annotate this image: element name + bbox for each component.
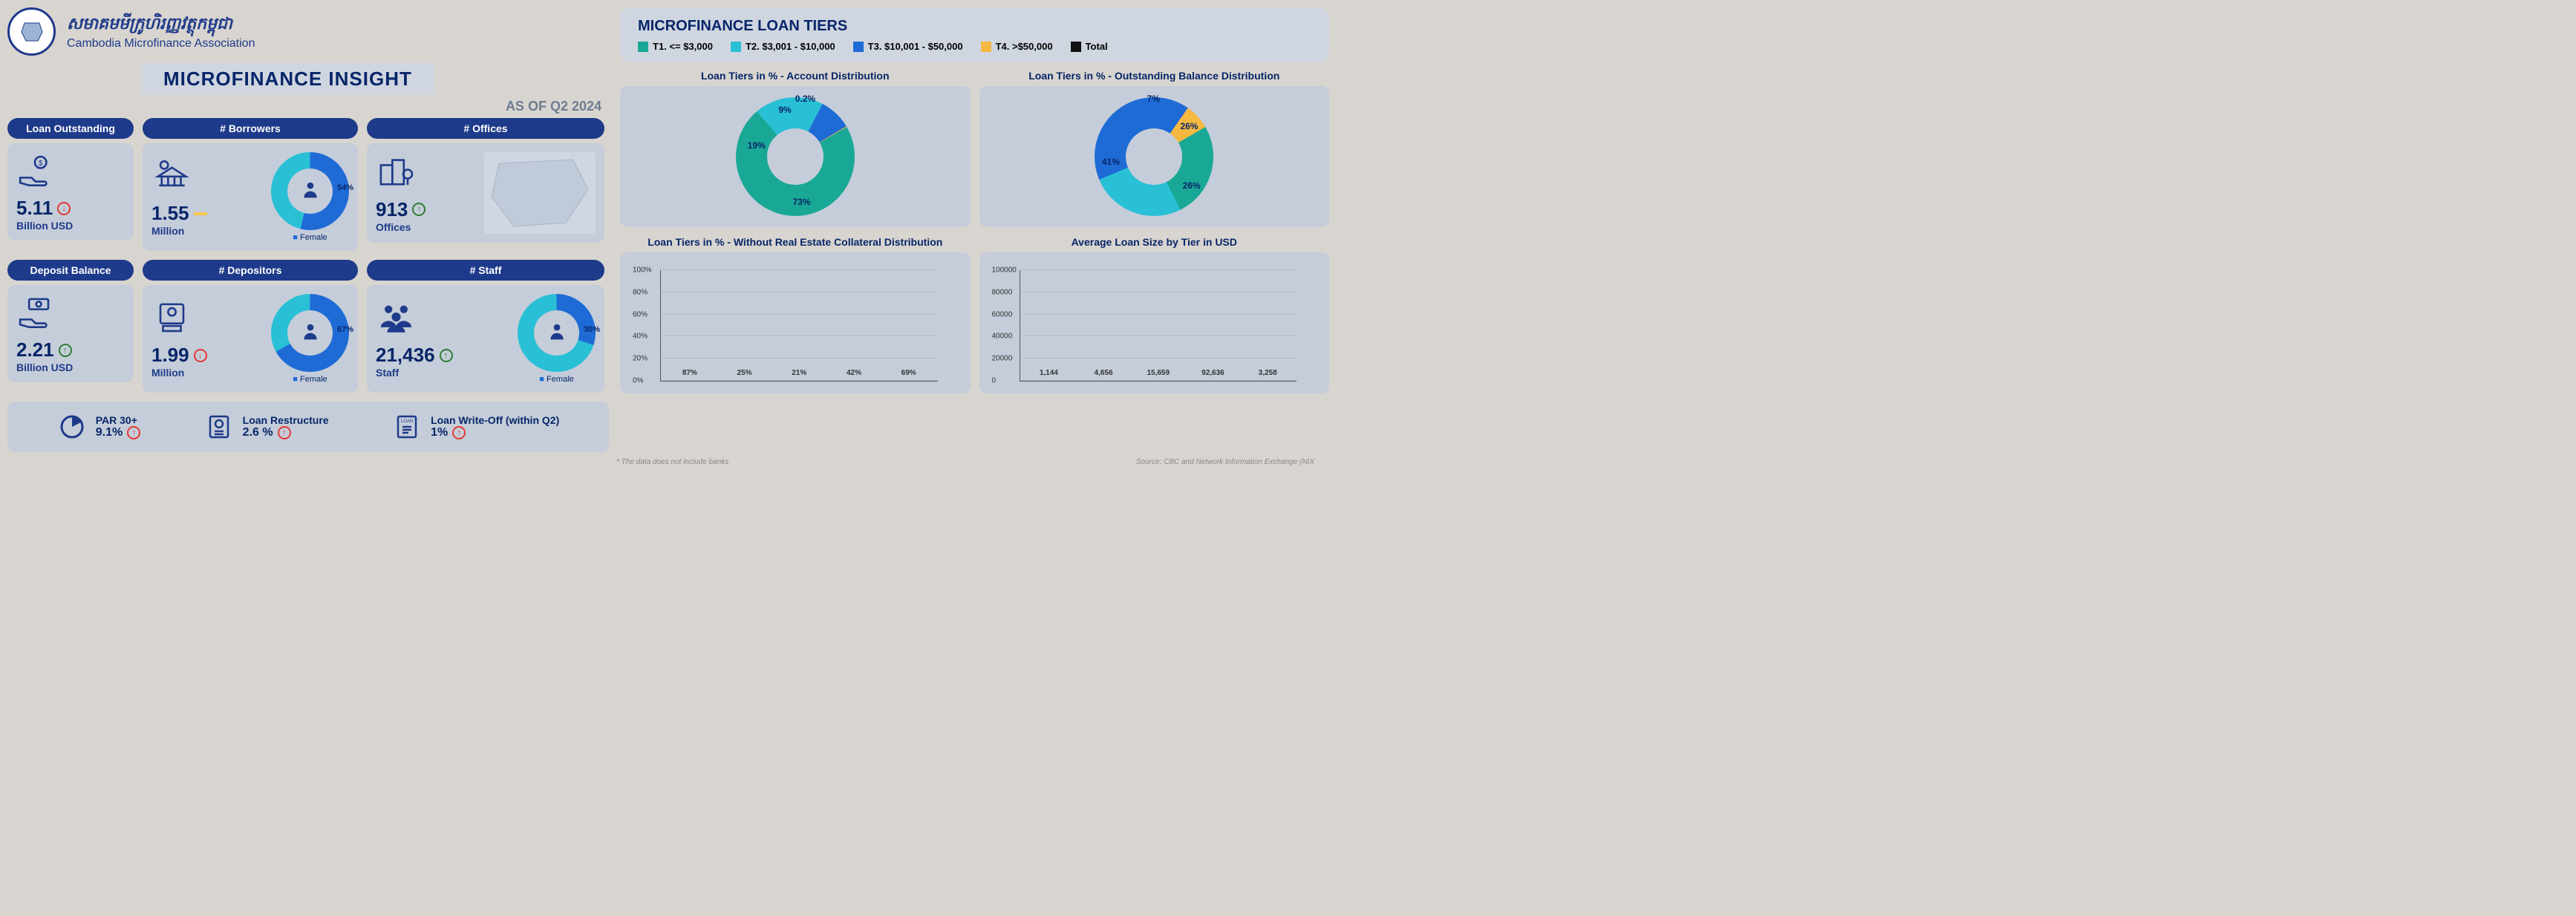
footer-source: Source: CBC and Network Information Exch… — [1136, 458, 1314, 466]
chart-avgsize: Average Loan Size by Tier in USD 0200004… — [979, 236, 1330, 393]
right-panel: MICROFINANCE LOAN TIERS T1. <= $3,000T2.… — [620, 7, 1329, 452]
chart-collateral: Loan Tiers in % - Without Real Estate Co… — [620, 236, 971, 393]
trend-up-icon: ↑ — [59, 344, 72, 357]
metrics-grid: Loan Outstanding $ 5.11 ↓ Billion USD # B… — [7, 118, 609, 393]
metric-deposit: Deposit Balance 2.21 ↑ Billion USD — [7, 260, 134, 393]
pie-icon — [57, 412, 87, 442]
metric-unit: Offices — [376, 221, 477, 233]
asof-label: AS OF Q2 2024 — [7, 99, 601, 114]
writeoff-item: LOAN Loan Write-Off (within Q2)1% ↑ — [392, 412, 559, 442]
metric-unit: Million — [151, 367, 264, 379]
header: សមាគមមីក្រូហិរញ្ញវត្ថុកម្ពុជា Cambodia M… — [7, 7, 609, 56]
par-item: PAR 30+9.1% ↑ — [57, 412, 140, 442]
metric-staff: # Staff 21,436 ↑ Staff 30% Female — [367, 260, 604, 393]
trend-up-icon: ↑ — [278, 426, 291, 439]
left-panel: សមាគមមីក្រូហិរញ្ញវត្ថុកម្ពុជា Cambodia M… — [7, 7, 609, 452]
org-eng: Cambodia Microfinance Association — [67, 37, 255, 50]
donut-staff-female: 30% — [518, 294, 596, 372]
trend-up-icon: ↑ — [452, 426, 466, 439]
label: Loan Write-Off (within Q2) — [431, 414, 559, 426]
metric-depositors: # Depositors 1.99 ↓ Million 67% Female — [143, 260, 358, 393]
trend-flat-icon — [194, 212, 207, 215]
footer: * The data does not include banks Source… — [7, 452, 1329, 466]
chart-title: Loan Tiers in % - Without Real Estate Co… — [620, 236, 971, 248]
metric-value: 1.55 — [151, 202, 189, 225]
page-title: MICROFINANCE INSIGHT — [141, 63, 434, 95]
tiers-legend: T1. <= $3,000T2. $3,001 - $10,000T3. $10… — [638, 41, 1311, 52]
metric-header: # Staff — [367, 260, 604, 281]
building-pin-icon — [376, 154, 477, 198]
metric-unit: Billion USD — [16, 220, 125, 232]
metric-loan-outstanding: Loan Outstanding $ 5.11 ↓ Billion USD — [7, 118, 134, 251]
hand-cash-icon — [16, 294, 125, 338]
label: PAR 30+ — [96, 414, 140, 426]
document-dollar-icon — [204, 412, 234, 442]
metric-value: 1.99 — [151, 344, 189, 367]
cambodia-map — [484, 152, 596, 234]
trend-up-icon: ↑ — [412, 203, 425, 216]
value: 1% — [431, 426, 448, 439]
trend-up-icon: ↑ — [127, 426, 140, 439]
donut-borrowers-female: 54% — [271, 152, 349, 230]
metric-unit: Million — [151, 225, 264, 237]
bottom-bar: PAR 30+9.1% ↑ Loan Restructure2.6 % ↑ LOAN… — [7, 402, 609, 452]
metric-value: 913 — [376, 198, 408, 221]
loan-doc-icon: LOAN — [392, 412, 422, 442]
atm-icon — [151, 299, 264, 344]
label: Loan Restructure — [243, 414, 329, 426]
svg-text:LOAN: LOAN — [401, 419, 413, 424]
trend-down-icon: ↓ — [194, 349, 207, 362]
svg-text:$: $ — [39, 160, 43, 168]
value: 9.1% — [96, 426, 123, 439]
bank-hand-icon — [151, 157, 264, 202]
metric-unit: Staff — [376, 367, 510, 379]
org-khmer: សមាគមមីក្រូហិរញ្ញវត្ថុកម្ពុជា — [67, 13, 255, 37]
female-legend: Female — [271, 233, 349, 242]
chart-balance-dist: Loan Tiers in % - Outstanding Balance Di… — [979, 70, 1330, 227]
trend-down-icon: ↓ — [57, 202, 71, 215]
chart-title: Loan Tiers in % - Outstanding Balance Di… — [979, 70, 1330, 82]
metric-value: 21,436 — [376, 344, 435, 367]
logo — [7, 7, 56, 56]
org-title: សមាគមមីក្រូហិរញ្ញវត្ថុកម្ពុជា Cambodia M… — [67, 13, 255, 50]
metric-header: # Offices — [367, 118, 604, 139]
metric-header: Loan Outstanding — [7, 118, 134, 139]
people-group-icon — [376, 299, 510, 344]
metric-unit: Billion USD — [16, 362, 125, 373]
trend-up-icon: ↑ — [440, 349, 453, 362]
tiers-header: MICROFINANCE LOAN TIERS T1. <= $3,000T2.… — [620, 7, 1329, 62]
footer-note: * The data does not include banks — [616, 458, 728, 466]
tiers-title: MICROFINANCE LOAN TIERS — [638, 18, 1311, 35]
chart-title: Average Loan Size by Tier in USD — [979, 236, 1330, 248]
female-legend: Female — [518, 375, 596, 384]
chart-title: Loan Tiers in % - Account Distribution — [620, 70, 971, 82]
value: 2.6 % — [243, 426, 273, 439]
metric-borrowers: # Borrowers 1.55 Million 54% Female — [143, 118, 358, 251]
hand-coin-icon: $ — [16, 152, 125, 197]
donut-depositors-female: 67% — [271, 294, 349, 372]
metric-header: Deposit Balance — [7, 260, 134, 281]
restructure-item: Loan Restructure2.6 % ↑ — [204, 412, 329, 442]
metric-offices: # Offices 913 ↑ Offices — [367, 118, 604, 251]
metric-value: 5.11 — [16, 197, 53, 220]
metric-header: # Borrowers — [143, 118, 358, 139]
metric-header: # Depositors — [143, 260, 358, 281]
chart-account-dist: Loan Tiers in % - Account Distribution 7… — [620, 70, 971, 227]
metric-value: 2.21 — [16, 338, 54, 362]
female-legend: Female — [271, 375, 349, 384]
